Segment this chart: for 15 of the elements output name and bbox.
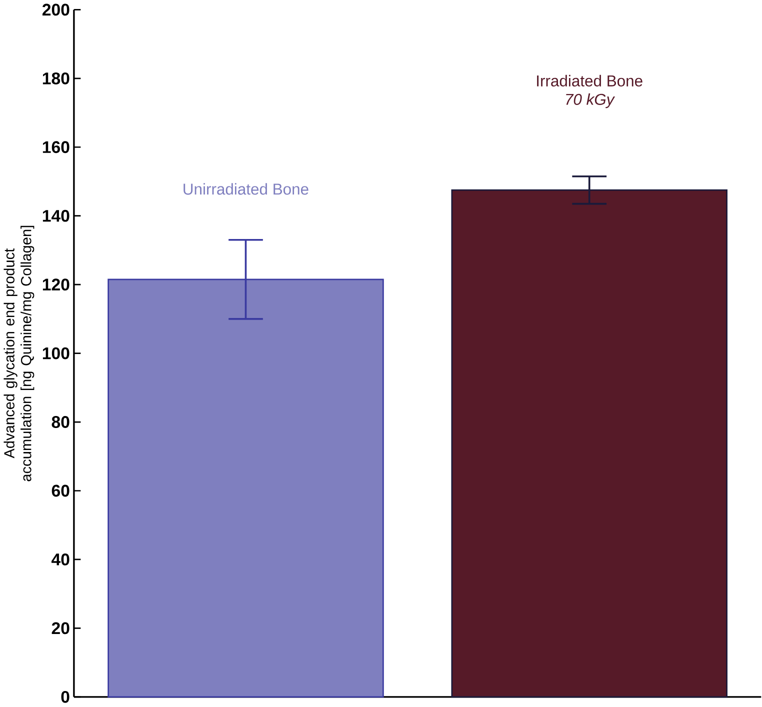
annotation: 70 kGy [566, 94, 616, 108]
x-tick-label: Irradiated Bone [537, 75, 642, 87]
y-tick-label: 120 [42, 278, 70, 291]
y-tick-label: 0 [61, 691, 70, 704]
x-tick-label: Unirradiated Bone [184, 183, 308, 195]
y-tick-label: 200 [42, 4, 70, 16]
y-axis-title: Advanced glycation end product accumulation [ng Quinine/mg Collagen] [4, 226, 34, 482]
y-tick-label: 140 [42, 210, 70, 222]
y-tick-label: 60 [52, 484, 70, 497]
y-tick-label: 40 [51, 554, 70, 566]
y-tick-label: 20 [52, 622, 70, 634]
y-tick-label: 80 [52, 416, 70, 428]
y-tick-label: 100 [42, 348, 70, 360]
y-tick-label: 160 [42, 141, 70, 154]
y-tick-label: 180 [42, 72, 70, 85]
